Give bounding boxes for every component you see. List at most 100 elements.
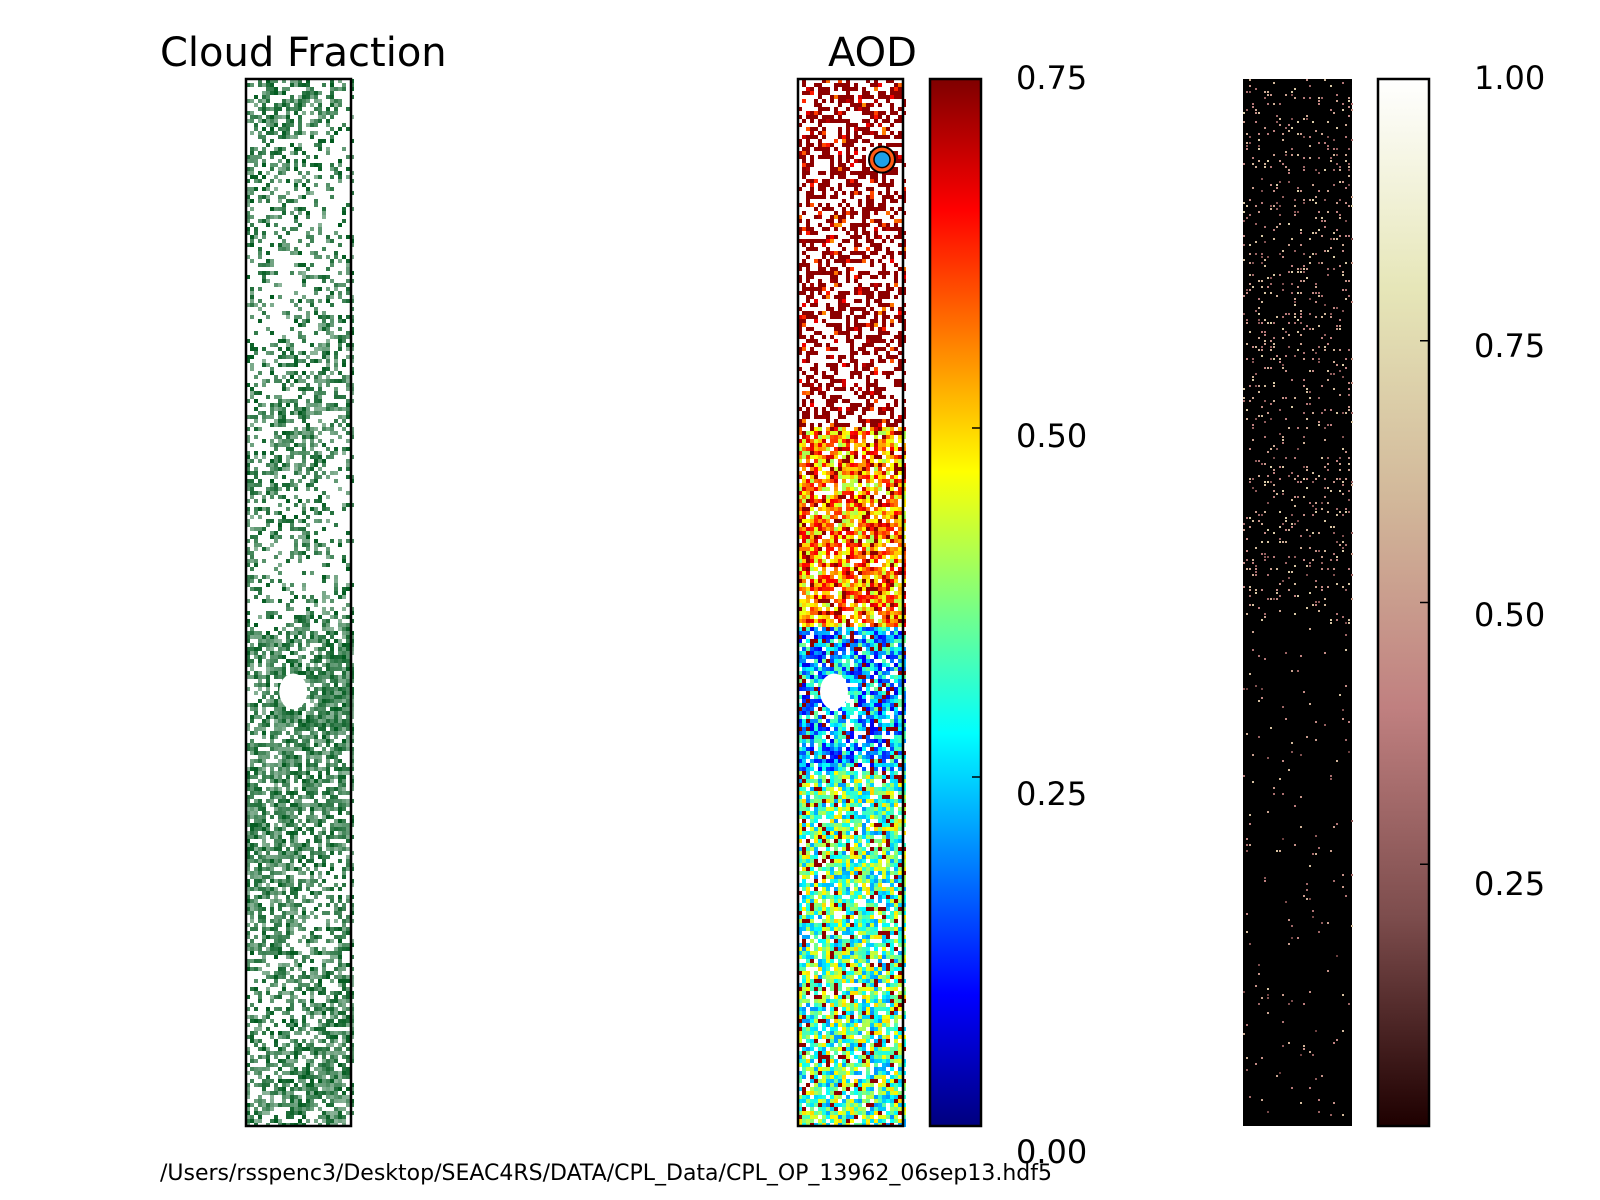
map-cell xyxy=(282,739,286,743)
map-cell xyxy=(838,271,842,275)
map-cell xyxy=(802,415,806,419)
map-cell xyxy=(270,1091,274,1095)
map-cell xyxy=(834,267,838,271)
map-cell xyxy=(318,723,322,727)
map-cell xyxy=(298,451,302,455)
map-cell xyxy=(258,219,262,223)
map-cell xyxy=(302,1047,306,1051)
map-cell xyxy=(862,315,866,319)
map-cell xyxy=(294,179,298,183)
map-cell xyxy=(246,907,250,911)
map-cell xyxy=(882,435,886,439)
map-cell xyxy=(322,887,326,891)
map-cell xyxy=(314,1007,318,1011)
map-cell xyxy=(822,443,826,447)
map-cell xyxy=(310,163,314,167)
map-cell xyxy=(862,251,866,255)
map-cell xyxy=(286,119,290,123)
map-cell xyxy=(886,95,890,99)
map-cell xyxy=(310,899,314,903)
map-cell xyxy=(802,451,806,455)
map-cell xyxy=(326,519,330,523)
map-cell xyxy=(294,319,298,323)
map-cell xyxy=(294,739,298,743)
map-cell xyxy=(282,1019,286,1023)
map-cell xyxy=(266,659,270,663)
map-cell xyxy=(338,939,342,943)
map-cell xyxy=(246,659,250,663)
map-cell xyxy=(874,455,878,459)
map-cell xyxy=(330,999,334,1003)
map-cell xyxy=(322,1063,326,1067)
map-cell xyxy=(818,131,822,135)
map-cell xyxy=(294,755,298,759)
map-cell xyxy=(850,351,854,355)
map-cell xyxy=(874,119,878,123)
map-cell xyxy=(326,643,330,647)
map-cell xyxy=(814,479,818,483)
map-cell xyxy=(290,119,294,123)
map-cell xyxy=(286,231,290,235)
map-cell xyxy=(262,419,266,423)
map-cell xyxy=(318,639,322,643)
map-cell xyxy=(266,687,270,691)
map-cell xyxy=(250,155,254,159)
map-cell xyxy=(250,159,254,163)
map-cell xyxy=(842,167,846,171)
map-cell xyxy=(330,827,334,831)
map-cell xyxy=(246,1107,250,1111)
map-cell xyxy=(866,323,870,327)
map-cell xyxy=(294,487,298,491)
map-cell xyxy=(858,175,862,179)
map-cell xyxy=(838,295,842,299)
map-cell xyxy=(814,471,818,475)
map-cell xyxy=(306,531,310,535)
map-cell xyxy=(346,503,350,507)
map-cell xyxy=(862,439,866,443)
map-cell xyxy=(882,327,886,331)
map-cell xyxy=(806,239,810,243)
map-cell xyxy=(326,687,330,691)
map-cell xyxy=(866,235,870,239)
map-cell xyxy=(314,1055,318,1059)
map-cell xyxy=(810,491,814,495)
map-cell xyxy=(346,703,350,707)
map-cell xyxy=(278,847,282,851)
map-cell xyxy=(302,879,306,883)
map-cell xyxy=(870,451,874,455)
map-cell xyxy=(294,627,298,631)
map-cell xyxy=(314,939,318,943)
map-cell xyxy=(866,123,870,127)
map-cell xyxy=(246,943,250,947)
map-cell xyxy=(262,103,266,107)
map-cell xyxy=(258,1115,262,1119)
map-cell xyxy=(246,1103,250,1107)
map-cell xyxy=(854,191,858,195)
map-cell xyxy=(258,195,262,199)
map-cell xyxy=(258,635,262,639)
map-cell xyxy=(270,671,274,675)
map-cell xyxy=(250,827,254,831)
map-cell xyxy=(318,823,322,827)
map-cell xyxy=(306,743,310,747)
map-cell xyxy=(326,799,330,803)
map-cell xyxy=(310,275,314,279)
map-cell xyxy=(254,923,258,927)
map-cell xyxy=(830,435,834,439)
map-cell xyxy=(282,867,286,871)
map-cell xyxy=(310,967,314,971)
map-cell xyxy=(334,395,338,399)
map-cell xyxy=(258,1019,262,1023)
map-cell xyxy=(266,1055,270,1059)
map-cell xyxy=(322,275,326,279)
map-cell xyxy=(806,459,810,463)
map-cell xyxy=(286,979,290,983)
map-cell xyxy=(294,79,298,83)
map-cell xyxy=(258,847,262,851)
map-cell xyxy=(342,823,346,827)
map-cell xyxy=(258,907,262,911)
map-cell xyxy=(294,743,298,747)
map-cell xyxy=(274,859,278,863)
map-cell xyxy=(318,903,322,907)
map-cell xyxy=(290,995,294,999)
